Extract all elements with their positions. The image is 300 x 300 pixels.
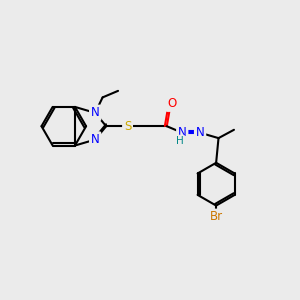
Text: S: S: [124, 120, 131, 133]
Text: H: H: [176, 136, 184, 146]
Text: Br: Br: [210, 210, 223, 224]
Text: N: N: [196, 126, 205, 139]
Text: O: O: [167, 97, 176, 110]
Text: N: N: [91, 106, 100, 119]
Text: N: N: [178, 126, 187, 139]
Text: N: N: [91, 133, 100, 146]
